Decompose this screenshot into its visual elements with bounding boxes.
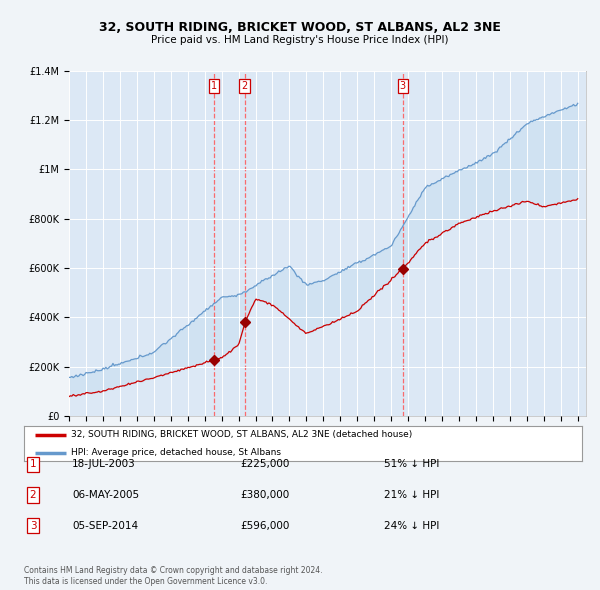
Text: 3: 3: [29, 521, 37, 530]
Text: 21% ↓ HPI: 21% ↓ HPI: [384, 490, 439, 500]
Text: 18-JUL-2003: 18-JUL-2003: [72, 460, 136, 469]
Text: £225,000: £225,000: [240, 460, 289, 469]
Text: 3: 3: [400, 81, 406, 91]
Text: 32, SOUTH RIDING, BRICKET WOOD, ST ALBANS, AL2 3NE (detached house): 32, SOUTH RIDING, BRICKET WOOD, ST ALBAN…: [71, 430, 413, 440]
Text: £596,000: £596,000: [240, 521, 289, 530]
Text: 05-SEP-2014: 05-SEP-2014: [72, 521, 138, 530]
Text: 1: 1: [211, 81, 217, 91]
Text: 2: 2: [29, 490, 37, 500]
Text: 2: 2: [241, 81, 248, 91]
Text: 06-MAY-2005: 06-MAY-2005: [72, 490, 139, 500]
Text: 51% ↓ HPI: 51% ↓ HPI: [384, 460, 439, 469]
Text: This data is licensed under the Open Government Licence v3.0.: This data is licensed under the Open Gov…: [24, 577, 268, 586]
Text: Price paid vs. HM Land Registry's House Price Index (HPI): Price paid vs. HM Land Registry's House …: [151, 35, 449, 45]
Text: 32, SOUTH RIDING, BRICKET WOOD, ST ALBANS, AL2 3NE: 32, SOUTH RIDING, BRICKET WOOD, ST ALBAN…: [99, 21, 501, 34]
Text: 24% ↓ HPI: 24% ↓ HPI: [384, 521, 439, 530]
Text: 1: 1: [29, 460, 37, 469]
Text: HPI: Average price, detached house, St Albans: HPI: Average price, detached house, St A…: [71, 448, 281, 457]
Text: £380,000: £380,000: [240, 490, 289, 500]
Text: Contains HM Land Registry data © Crown copyright and database right 2024.: Contains HM Land Registry data © Crown c…: [24, 566, 323, 575]
